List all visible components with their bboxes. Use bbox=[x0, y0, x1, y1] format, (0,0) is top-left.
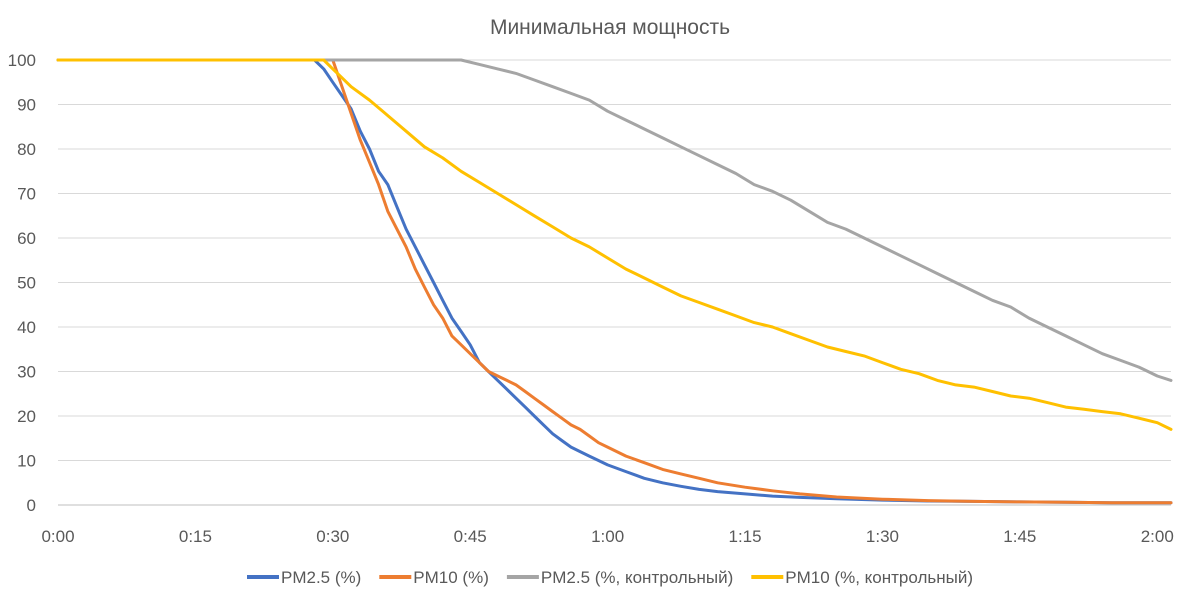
series-line-2 bbox=[56, 58, 1173, 505]
x-tick-label: 0:30 bbox=[316, 527, 349, 546]
legend-label: PM2.5 (%) bbox=[281, 568, 361, 587]
x-tick-label: 1:15 bbox=[728, 527, 761, 546]
x-tick-label: 1:00 bbox=[591, 527, 624, 546]
legend: PM2.5 (%) PM10 (%) PM2.5 (%, контрольный) P… bbox=[247, 568, 973, 587]
y-tick-label: 40 bbox=[17, 318, 36, 337]
legend-label: PM10 (%, контрольный) bbox=[785, 568, 973, 587]
y-tick-label: 50 bbox=[17, 274, 36, 293]
series-lines bbox=[56, 58, 1173, 505]
legend-item-1: PM2.5 (%) bbox=[247, 568, 361, 587]
y-tick-label: 100 bbox=[8, 51, 36, 70]
y-tick-label: 30 bbox=[17, 363, 36, 382]
y-tick-label: 20 bbox=[17, 407, 36, 426]
legend-item-3: PM2.5 (%, контрольный) bbox=[506, 568, 733, 587]
x-tick-label: 2:00 bbox=[1141, 527, 1174, 546]
y-tick-label: 0 bbox=[27, 496, 36, 515]
grid-lines bbox=[58, 59, 1171, 461]
y-tick-label: 70 bbox=[17, 185, 36, 204]
legend-label: PM2.5 (%, контрольный) bbox=[541, 568, 733, 587]
series-line-1 bbox=[56, 58, 1173, 505]
legend-item-2: PM10 (%) bbox=[379, 568, 489, 587]
chart-title: Минимальная мощность bbox=[490, 16, 730, 39]
x-tick-label: 1:30 bbox=[866, 527, 899, 546]
legend-item-4: PM10 (%, контрольный) bbox=[751, 568, 973, 587]
x-tick-label: 1:45 bbox=[1003, 527, 1036, 546]
series-line-4 bbox=[56, 58, 1173, 431]
x-tick-label: 0:45 bbox=[454, 527, 487, 546]
x-tick-label: 0:00 bbox=[41, 527, 74, 546]
y-tick-label: 60 bbox=[17, 229, 36, 248]
y-tick-label: 80 bbox=[17, 140, 36, 159]
legend-label: PM10 (%) bbox=[413, 568, 489, 587]
axes: 0 10 20 30 40 50 60 70 80 90 100 0:00 0:15 0:30 0:45 1:… bbox=[8, 51, 1174, 546]
x-tick-label: 0:15 bbox=[179, 527, 212, 546]
y-tick-label: 10 bbox=[17, 452, 36, 471]
y-tick-label: 90 bbox=[17, 96, 36, 115]
series-line-3 bbox=[56, 58, 1173, 382]
